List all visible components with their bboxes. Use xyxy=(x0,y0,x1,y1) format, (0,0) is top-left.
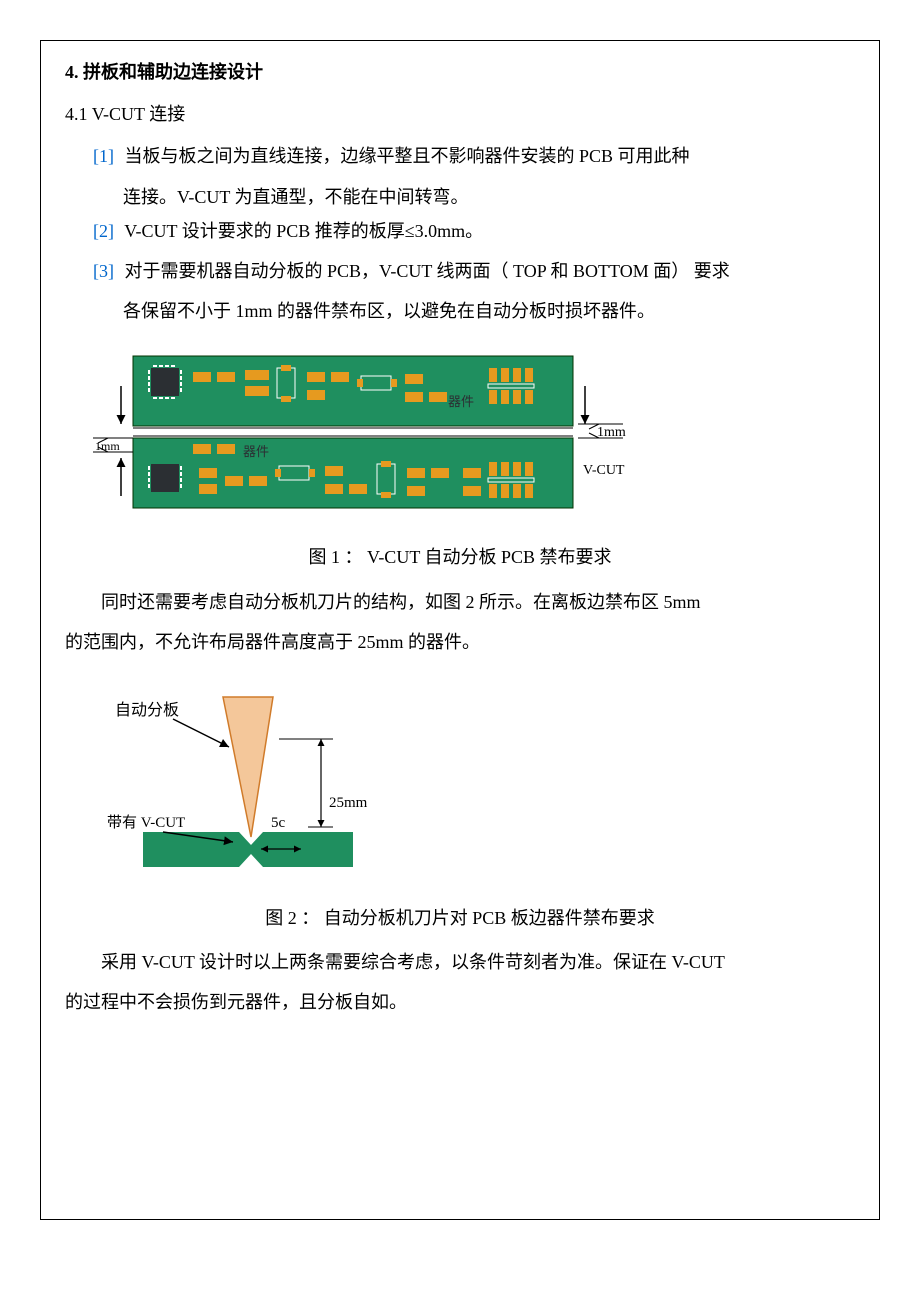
closing-para-l2: 的过程中不会损伤到元器件，且分板自如。 xyxy=(65,985,855,1019)
fig2-label-vcut: 带有 V-CUT xyxy=(107,814,185,831)
fig2-pcb xyxy=(143,832,353,867)
list-num-2: [2] xyxy=(93,221,114,241)
svg-text:1mm: 1mm xyxy=(597,425,626,440)
para-after-fig1-l1: 同时还需要考虑自动分板机刀片的结构，如图 2 所示。在离板边禁布区 5mm xyxy=(65,585,855,619)
list-num-3: [3] xyxy=(93,261,114,281)
figure-1-caption: 图 1 ： V-CUT 自动分板 PCB 禁布要求 xyxy=(65,540,855,574)
fig2-blade xyxy=(223,697,273,837)
figure-1: 器件 器件 xyxy=(93,346,855,526)
fig2-label-25mm: 25mm xyxy=(329,795,368,811)
fig1-left-annotations: 1mm xyxy=(93,386,133,496)
figure-2: 自动分板 带有 V-CUT 5c 25mm xyxy=(93,677,855,887)
page-frame: 4. 拼板和辅助边连接设计 4.1 V-CUT 连接 [1] 当板与板之间为直线… xyxy=(40,40,880,1220)
para-after-fig1-l2: 的范围内，不允许布局器件高度高于 25mm 的器件。 xyxy=(65,625,855,659)
subsection-title: V-CUT 连接 xyxy=(92,104,186,124)
section-number: 4. xyxy=(65,62,79,82)
section-heading: 4. 拼板和辅助边连接设计 xyxy=(65,55,855,89)
list-text-1a: 当板与板之间为直线连接，边缘平整且不影响器件安装的 PCB 可用此种 xyxy=(125,146,690,166)
section-title-text: 拼板和辅助边连接设计 xyxy=(83,62,263,82)
list-item-1: [1] 当板与板之间为直线连接，边缘平整且不影响器件安装的 PCB 可用此种 xyxy=(93,139,855,173)
svg-text:1mm: 1mm xyxy=(95,439,120,453)
fig1-right-annotations: 1mm V-CUT xyxy=(578,386,626,478)
list-text-2: V-CUT 设计要求的 PCB 推荐的板厚≤3.0mm。 xyxy=(124,221,483,241)
figure-2-caption: 图 2 ： 自动分板机刀片对 PCB 板边器件禁布要求 xyxy=(65,901,855,935)
list-item-2: [2] V-CUT 设计要求的 PCB 推荐的板厚≤3.0mm。 xyxy=(93,214,855,248)
figure-2-svg: 自动分板 带有 V-CUT 5c 25mm xyxy=(103,677,423,887)
subsection-number: 4.1 xyxy=(65,104,88,124)
fig2-arrow-auto xyxy=(173,719,229,747)
closing-para-l1: 采用 V-CUT 设计时以上两条需要综合考虑，以条件苛刻者为准。保证在 V-CU… xyxy=(65,945,855,979)
svg-text:器件: 器件 xyxy=(448,394,474,409)
svg-text:V-CUT: V-CUT xyxy=(583,463,625,478)
fig2-label-auto: 自动分板 xyxy=(115,701,179,719)
subsection-heading: 4.1 V-CUT 连接 xyxy=(65,97,855,131)
list-item-3-cont: 各保留不小于 1mm 的器件禁布区，以避免在自动分板时损坏器件。 xyxy=(123,294,855,328)
list-item-1-cont: 连接。V-CUT 为直通型，不能在中间转弯。 xyxy=(123,180,855,214)
svg-text:器件: 器件 xyxy=(243,444,269,459)
list-text-3a: 对于需要机器自动分板的 PCB，V-CUT 线两面（ TOP 和 BOTTOM … xyxy=(125,261,730,281)
fig2-label-5c: 5c xyxy=(271,815,286,831)
figure-1-svg: 器件 器件 xyxy=(93,346,633,526)
list-num-1: [1] xyxy=(93,146,114,166)
list-item-3: [3] 对于需要机器自动分板的 PCB，V-CUT 线两面（ TOP 和 BOT… xyxy=(93,254,855,288)
